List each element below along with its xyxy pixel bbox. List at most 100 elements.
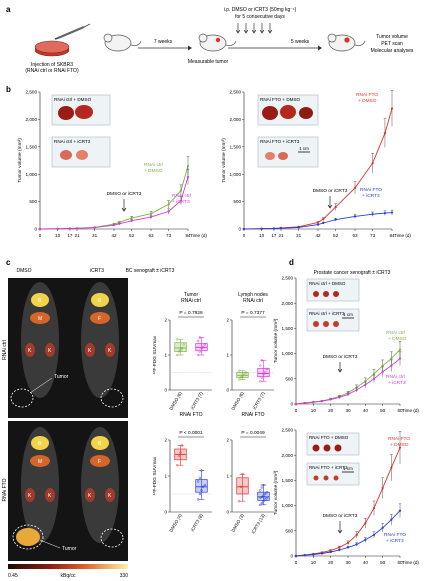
tumor-circle [100, 388, 124, 408]
panel-a: a Injection of SKBR3 (RNAi ctrl or RNAi … [6, 5, 414, 74]
tumor-sample [299, 107, 313, 119]
data-point [176, 464, 179, 467]
data-point [259, 489, 262, 492]
x-tick-label: 52 [129, 233, 135, 238]
data-point [381, 526, 384, 529]
tumor-pointer [39, 539, 61, 549]
data-point [260, 359, 264, 362]
tumor-sample [323, 444, 331, 452]
data-point [346, 546, 350, 549]
organ-mark: M [38, 316, 42, 322]
data-point [243, 373, 246, 376]
tumor-dot [344, 37, 350, 43]
organ-mark: B [38, 441, 42, 447]
tumor-label: Measurable tumor [188, 59, 229, 65]
box [174, 342, 187, 352]
treatment-text-1: i.p. DMSO or iCRT3 (50mg kg⁻¹) [224, 7, 297, 13]
p-value-label: P = 0.7926 [179, 310, 203, 316]
mouse-body-dmso [21, 427, 59, 543]
y-axis-label: Tumor volume (mm³) [221, 138, 227, 183]
x-tick-label: 42 [315, 233, 321, 238]
x-tick-label: 40 [363, 408, 369, 413]
data-point [383, 132, 387, 135]
tumor-sample [313, 475, 319, 481]
data-point [118, 222, 121, 225]
tumor-sample [313, 321, 319, 327]
mouse-icon [198, 33, 237, 52]
pet-hotspot [45, 488, 55, 502]
data-point [346, 541, 350, 544]
data-point [177, 455, 181, 458]
petri-dish-icon [34, 40, 70, 57]
data-point [334, 205, 337, 209]
scale-bar-label: 1 cm [299, 146, 309, 151]
x-tick-label: 20 [328, 408, 334, 413]
data-point [265, 497, 268, 500]
organ-mark: F [98, 316, 101, 322]
x-tick-label: 0 [39, 233, 42, 238]
data-point [182, 343, 185, 346]
endpoint-2: PET scan [381, 41, 403, 47]
mouse-body-icrt3 [81, 427, 119, 543]
step2-label: 5 weeks [291, 39, 310, 45]
data-point [239, 376, 243, 379]
step1-label: 7 weeks [154, 39, 173, 45]
data-point [130, 219, 133, 222]
y-axis-label: Tumor volume (mm³) [273, 318, 279, 363]
data-point [398, 446, 402, 449]
data-point [364, 538, 367, 541]
y-tick-label: 2 [164, 438, 167, 443]
endpoint-3: Molecular analyses [371, 48, 414, 54]
organ-mark: K [28, 348, 32, 354]
y-axis-label: ¹⁸F-FDG SUVmax [152, 456, 158, 495]
tumor-pointer [29, 377, 53, 394]
data-point [167, 210, 170, 213]
data-point [355, 543, 358, 546]
data-point [260, 376, 264, 379]
photo-label: RNAi ctrl + iCRT3 [54, 139, 91, 144]
data-point [265, 491, 268, 494]
pet-hotspot [91, 436, 109, 450]
x-tick-label: 0 [243, 233, 246, 238]
legend-item: + DMSO [144, 168, 163, 174]
data-point [371, 162, 374, 165]
data-point [272, 227, 276, 230]
organ-mark: F [98, 459, 101, 465]
organ-mark: B [98, 441, 102, 447]
tumor-sample [333, 475, 339, 481]
data-point [390, 518, 393, 521]
panel-letter-b: b [6, 85, 11, 94]
x-axis-label: Time (d) [394, 233, 411, 238]
data-point [264, 371, 267, 374]
data-point [260, 486, 264, 489]
data-point [398, 348, 402, 351]
box [195, 479, 208, 493]
x-tick-label: 50 [380, 560, 386, 565]
legend-item: + iCRT3 [388, 380, 406, 386]
organ-mark: K [48, 348, 52, 354]
legend-item: RNAi ctrl [172, 193, 191, 199]
x-tick-label: 21 [74, 233, 80, 238]
scale-bar-label: 1 cm [343, 312, 353, 317]
data-point [239, 485, 243, 488]
data-point [241, 374, 244, 378]
y-tick-label: 500 [29, 199, 37, 204]
data-point [203, 343, 206, 346]
photo-box [306, 308, 360, 332]
data-point [179, 451, 182, 454]
y-tick-label: 1,500 [26, 144, 38, 149]
series-line [243, 212, 393, 230]
treatment-arrow-label: DMSO or iCRT3 [323, 354, 358, 360]
data-point [312, 401, 315, 404]
row-label: RNAi ctrl [2, 340, 8, 360]
x-tick-label: 10 [55, 233, 61, 238]
y-tick-label: 500 [233, 199, 241, 204]
chart-b-right: 0 500 1,000 1,500 2,000 2,500 0 10 17 21 31 42 52 63 7… [221, 90, 411, 238]
data-point [238, 378, 241, 381]
data-point [381, 364, 384, 367]
y-tick-label: 2,000 [282, 453, 294, 458]
chart-d-top: 0 500 1,000 1,500 2,000 2,500 0 10 20 30 40 50 60 Tim… [273, 276, 419, 413]
box [236, 477, 249, 495]
colorbar-min: 0.45 [8, 573, 18, 579]
legend-item: + iCRT3 [172, 199, 190, 205]
